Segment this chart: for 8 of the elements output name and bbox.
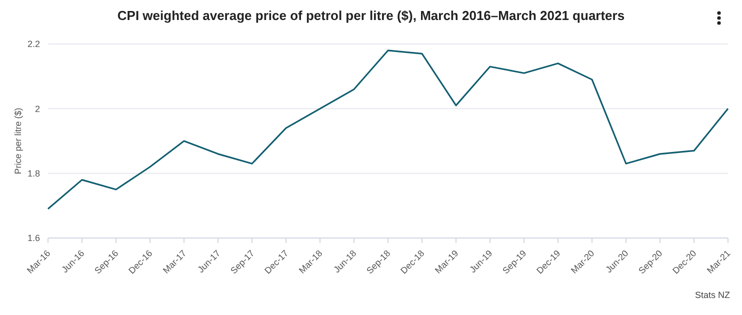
chart-title: CPI weighted average price of petrol per litre ($), March 2016–March 2021 quarters bbox=[116, 8, 626, 23]
y-tick-label: 1.6 bbox=[27, 233, 40, 244]
y-tick-label: 2 bbox=[34, 104, 40, 114]
text: Stats NZ bbox=[694, 290, 730, 300]
y-axis-title: Price per litre ($) bbox=[13, 108, 24, 174]
y-tick-label: 1.8 bbox=[27, 168, 40, 179]
y-tick-label: 2.2 bbox=[27, 39, 40, 50]
line-series bbox=[47, 50, 729, 210]
